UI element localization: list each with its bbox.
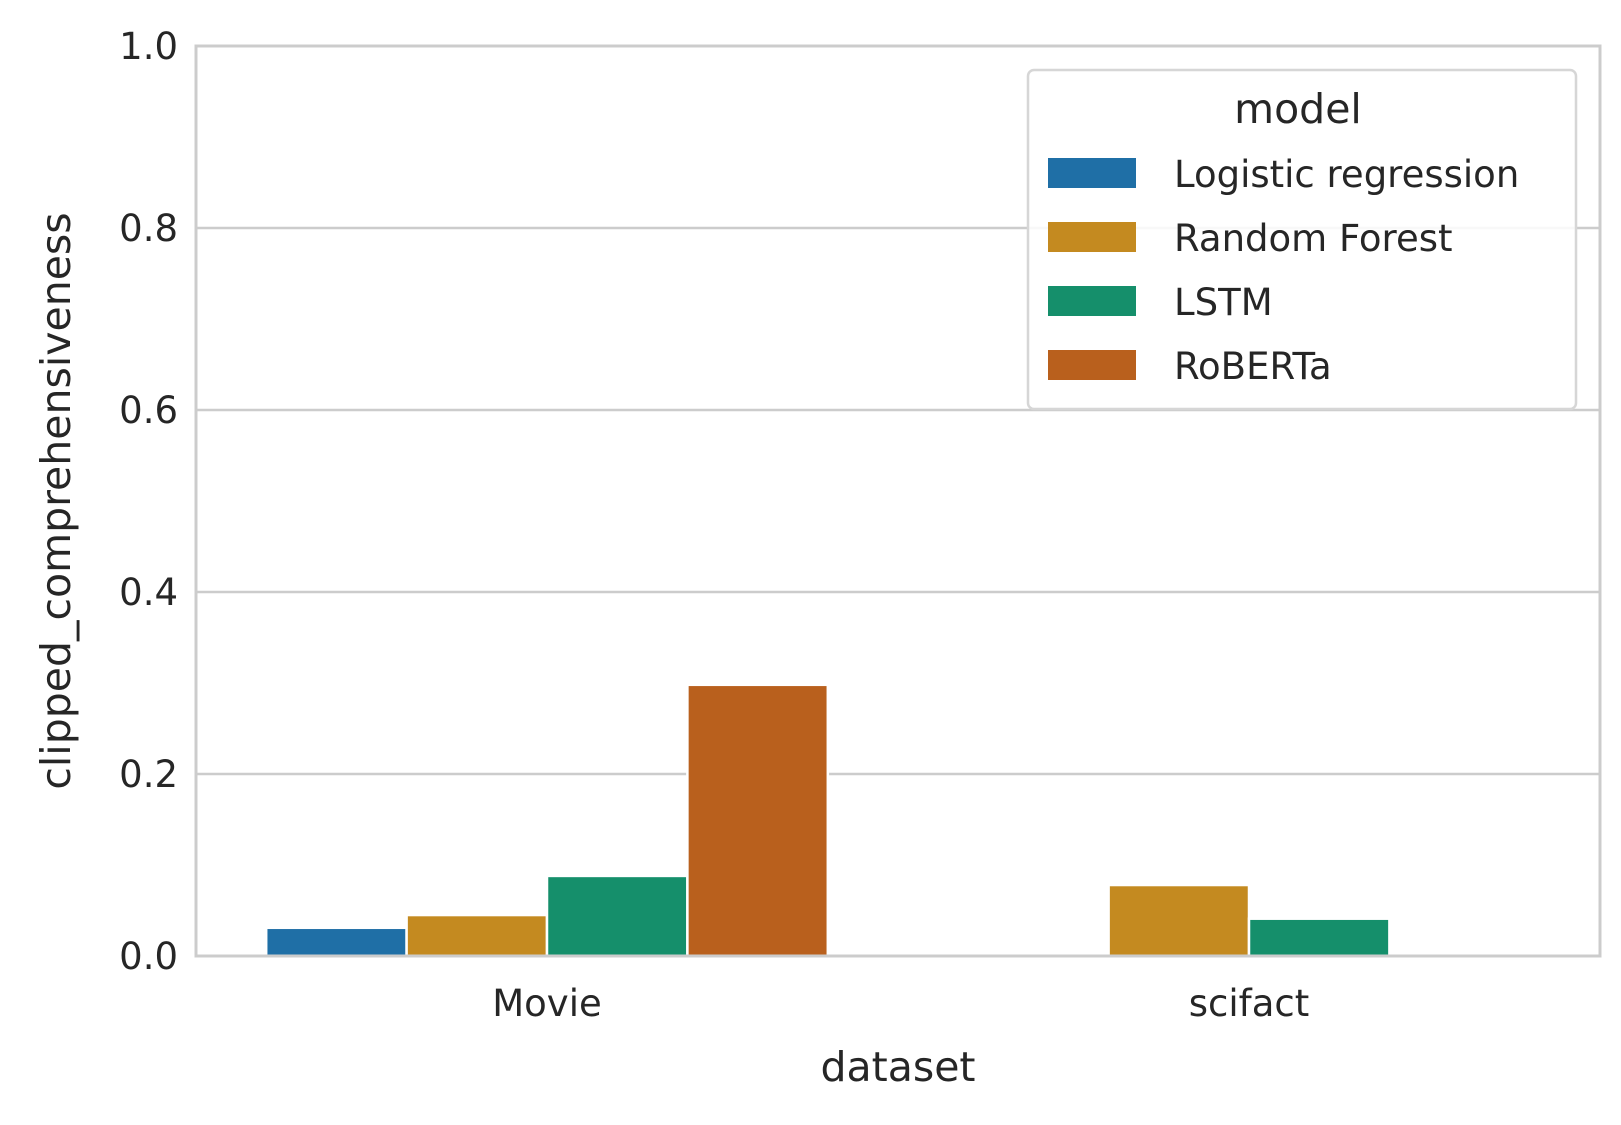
legend-items: Logistic regression Random Forest LSTM RoBE…	[1048, 153, 1519, 388]
bars	[264, 683, 1391, 958]
bar-random-forest-scifact	[1107, 883, 1251, 958]
y-tick-label: 1.0	[119, 25, 178, 68]
legend-label: RoBERTa	[1174, 345, 1332, 388]
bar-random-forest-movie	[405, 913, 549, 958]
legend-label: Logistic regression	[1174, 153, 1519, 196]
legend-swatch	[1048, 158, 1136, 188]
bar-roberta-movie	[686, 683, 830, 958]
y-tick-label: 0.6	[119, 389, 178, 432]
bar-lstm-movie	[545, 874, 689, 958]
x-tick-label: Movie	[492, 982, 602, 1025]
legend-label: LSTM	[1174, 281, 1273, 324]
x-tick-label: scifact	[1189, 982, 1309, 1025]
legend-box	[1026, 68, 1578, 411]
legend-label: Random Forest	[1174, 217, 1453, 260]
bar-logistic-regression-movie	[264, 926, 408, 958]
y-tick-label: 0.8	[119, 207, 178, 250]
legend: model Logistic regression Random Forest LS…	[1026, 68, 1578, 411]
legend-title: model	[1234, 85, 1362, 133]
plot-frame	[194, 44, 1602, 958]
bar-lstm-scifact	[1247, 917, 1391, 958]
x-axis-ticks: Movie scifact	[492, 982, 1309, 1025]
legend-swatch	[1048, 286, 1136, 316]
legend-swatch	[1048, 222, 1136, 252]
legend-swatch	[1048, 350, 1136, 380]
y-tick-label: 0.4	[119, 571, 178, 614]
y-axis-label: clipped_comprehensiveness	[32, 212, 80, 789]
x-axis-label: dataset	[820, 1043, 975, 1091]
y-tick-label: 0.2	[119, 753, 178, 796]
y-tick-label: 0.0	[119, 935, 178, 978]
y-axis-ticks: 0.0 0.2 0.4 0.6 0.8 1.0	[119, 25, 178, 978]
